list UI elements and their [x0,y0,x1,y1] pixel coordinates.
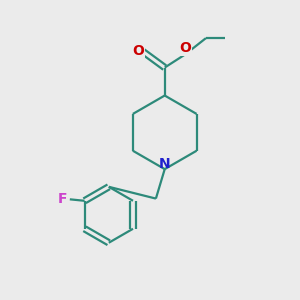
Text: O: O [179,41,191,56]
Text: N: N [159,157,170,171]
Text: F: F [58,192,67,206]
Text: O: O [132,44,144,58]
